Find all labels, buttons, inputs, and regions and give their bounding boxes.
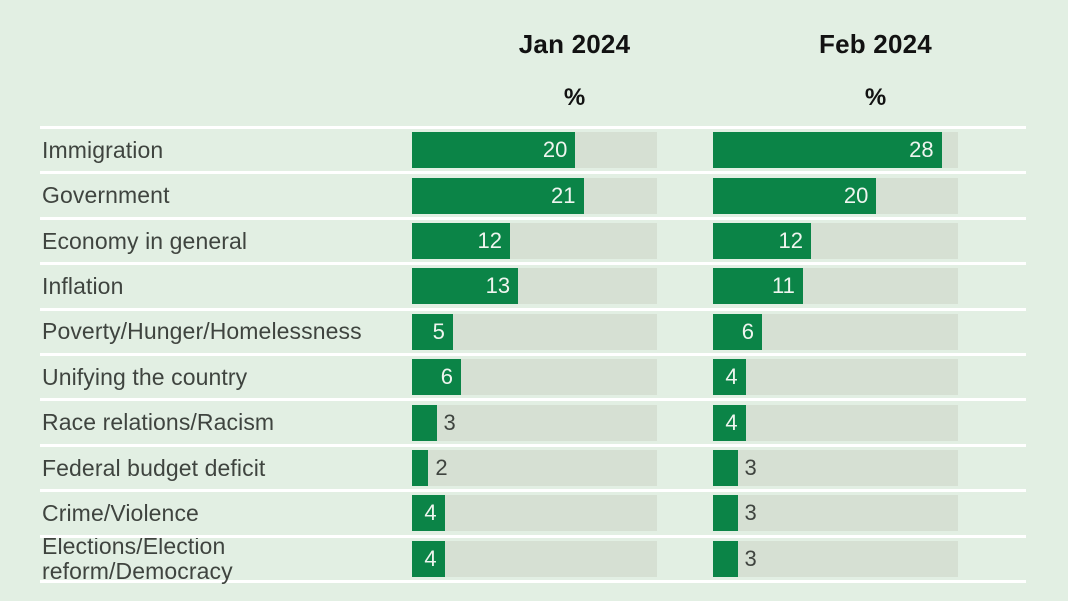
column-header-feb-unit: % [864, 83, 887, 111]
bar-jan [412, 404, 437, 441]
row-separator [40, 171, 1026, 175]
table-row: Federal budget deficit 2 3 [0, 443, 1068, 489]
bar-feb: 20 [713, 177, 877, 214]
row-separator [40, 398, 1026, 402]
bar-track-jan: 21 [412, 177, 657, 214]
bar-track-jan: 20 [412, 132, 657, 169]
bar-value: 11 [771, 273, 795, 299]
bar-jan: 6 [412, 359, 461, 396]
row-separator [40, 489, 1026, 493]
bar-value: 2 [435, 454, 448, 480]
table-row: Inflation 13 11 [0, 262, 1068, 307]
bar-value: 3 [744, 454, 757, 480]
column-header-feb-label: Feb 2024 [819, 29, 932, 59]
bar-track-jan: 13 [412, 268, 657, 305]
bar-track-jan: 4 [412, 495, 657, 532]
bar-feb: 11 [713, 268, 803, 305]
table-row: Economy in general 12 12 [0, 216, 1068, 262]
bar-jan: 20 [412, 132, 576, 169]
bar-feb: 4 [713, 359, 746, 396]
bottom-separator [40, 579, 1026, 583]
bar-track-feb: 3 [713, 495, 958, 532]
bar-value: 4 [725, 409, 738, 435]
bar-jan: 4 [412, 540, 445, 577]
column-header-jan-label: Jan 2024 [518, 29, 631, 59]
table-row: Unifying the country 6 4 [0, 352, 1068, 398]
bar-feb: 28 [713, 132, 942, 169]
column-header-feb: Feb 2024 % [753, 30, 998, 112]
bar-value: 3 [744, 500, 757, 526]
category-label: Elections/Election reform/Democracy [42, 532, 233, 584]
bar-track-feb: 6 [713, 313, 958, 350]
bar-rows: Immigration 20 28 Government 21 20 Economy in … [0, 126, 1068, 583]
table-row: Crime/Violence 4 3 [0, 489, 1068, 534]
bar-value: 12 [477, 227, 502, 253]
category-label: Poverty/Hunger/Homelessness [42, 318, 362, 345]
bar-track-feb: 3 [713, 449, 958, 486]
bar-jan: 13 [412, 268, 519, 305]
bar-track-jan: 4 [412, 540, 657, 577]
bar-value: 20 [542, 137, 568, 163]
table-row: Poverty/Hunger/Homelessness 5 6 [0, 307, 1068, 353]
bar-jan: 4 [412, 495, 445, 532]
bar-value: 28 [909, 137, 934, 163]
bar-value: 5 [432, 318, 445, 344]
bar-value: 6 [440, 364, 453, 390]
bar-jan: 5 [412, 313, 453, 350]
bar-track-feb: 28 [713, 132, 958, 169]
column-header-jan-unit: % [563, 83, 586, 111]
table-row: Government 21 20 [0, 171, 1068, 216]
category-label: Federal budget deficit [42, 454, 266, 481]
bar-value: 21 [551, 182, 576, 208]
category-label: Inflation [42, 272, 124, 299]
bar-track-feb: 4 [713, 404, 958, 441]
bar-value: 4 [725, 364, 738, 390]
bar-track-feb: 11 [713, 268, 958, 305]
bar-feb: 6 [713, 313, 762, 350]
category-label: Race relations/Racism [42, 409, 275, 436]
table-row: Immigration 20 28 [0, 126, 1068, 171]
row-separator [40, 126, 1026, 129]
bar-jan [412, 449, 429, 486]
bar-feb [713, 495, 738, 532]
bar-track-feb: 4 [713, 359, 958, 396]
row-separator [40, 534, 1026, 538]
bar-track-feb: 20 [713, 177, 958, 214]
bar-track-jan: 6 [412, 359, 657, 396]
bar-feb: 12 [713, 222, 811, 259]
bar-track-feb: 12 [713, 222, 958, 259]
bar-track-feb: 3 [713, 540, 958, 577]
bar-value: 13 [485, 273, 511, 299]
category-label: Crime/Violence [42, 499, 199, 526]
bar-value: 4 [424, 545, 437, 571]
bar-value: 3 [744, 545, 757, 571]
category-label: Unifying the country [42, 363, 248, 390]
bar-value: 12 [778, 227, 803, 253]
bar-track-jan: 2 [412, 449, 657, 486]
bar-track-jan: 5 [412, 313, 657, 350]
bar-track-jan: 12 [412, 222, 657, 259]
category-label: Economy in general [42, 227, 248, 254]
category-label: Immigration [42, 136, 164, 163]
bar-track-jan: 3 [412, 404, 657, 441]
column-header-jan: Jan 2024 % [452, 30, 697, 112]
bar-value: 3 [443, 409, 456, 435]
bar-jan: 12 [412, 222, 510, 259]
row-separator [40, 352, 1026, 356]
row-separator [40, 307, 1026, 311]
bar-feb [713, 449, 738, 486]
bar-value: 4 [424, 500, 437, 526]
bar-jan: 21 [412, 177, 584, 214]
bar-feb [713, 540, 738, 577]
row-separator [40, 216, 1026, 220]
bar-feb: 4 [713, 404, 746, 441]
bar-value: 20 [843, 182, 869, 208]
row-separator [40, 262, 1026, 266]
row-separator [40, 443, 1026, 447]
category-label: Government [42, 182, 170, 209]
bar-value: 6 [741, 318, 754, 344]
table-row: Elections/Election reform/Democracy 4 3 [0, 534, 1068, 583]
table-row: Race relations/Racism 3 4 [0, 398, 1068, 443]
